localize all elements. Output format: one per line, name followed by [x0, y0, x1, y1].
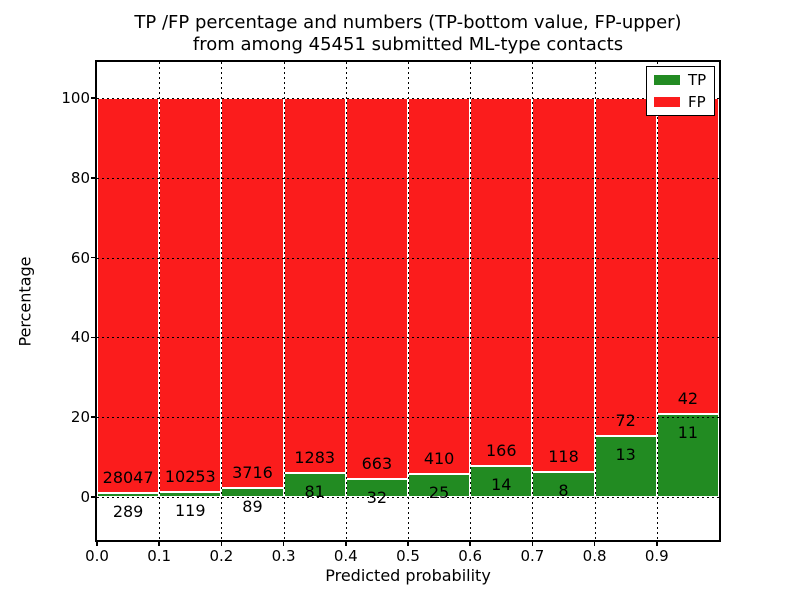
- y-tick-mark-100: [91, 97, 95, 99]
- fp-count-label-6: 166: [486, 440, 517, 460]
- bar-segment-fp-6: [470, 98, 533, 466]
- bar-segment-fp-9: [656, 98, 719, 415]
- x-tick-label-0.7: 0.7: [520, 547, 545, 565]
- bar-segment-tp-7: [532, 471, 595, 497]
- bar-segment-fp-8: [594, 98, 657, 436]
- x-tick-label-0.9: 0.9: [644, 547, 669, 565]
- tp-count-label-9: 11: [677, 423, 699, 443]
- x-tick-label-0.3: 0.3: [271, 547, 296, 565]
- chart-title: TP /FP percentage and numbers (TP-bottom…: [95, 12, 721, 56]
- gridline-v-3: [283, 62, 285, 540]
- fp-count-label-1: 10253: [164, 467, 216, 487]
- tp-count-label-1: 119: [175, 501, 206, 521]
- bar-segment-fp-7: [532, 98, 595, 472]
- bar-segment-tp-2: [221, 487, 284, 497]
- gridline-v-7: [532, 62, 534, 540]
- legend-label-fp: FP: [688, 93, 706, 111]
- bar-segment-fp-3: [283, 98, 346, 474]
- legend-swatch-tp: [654, 75, 680, 85]
- tp-count-label-3: 81: [304, 482, 325, 502]
- x-tick-label-0.2: 0.2: [209, 547, 234, 565]
- x-tick-mark-0.7: [531, 542, 534, 546]
- gridline-v-9: [656, 62, 658, 540]
- x-axis-label: Predicted probability: [325, 566, 491, 585]
- y-tick-label-80: 80: [70, 168, 90, 187]
- tp-count-label-8: 13: [615, 444, 636, 464]
- x-tick-mark-0.0: [96, 542, 98, 546]
- x-tick-label-0.4: 0.4: [333, 547, 358, 565]
- gridline-v-4: [345, 62, 347, 540]
- bar-segment-tp-0: [97, 492, 160, 497]
- fp-count-label-9: 42: [677, 389, 699, 409]
- y-tick-mark-0: [91, 496, 95, 498]
- x-tick-mark-0.1: [158, 542, 160, 546]
- plot-area: 28047 289 10253 119 3716 89 1283 81 663 32 410 25 16…: [95, 60, 721, 542]
- x-tick-label-0.1: 0.1: [147, 547, 172, 565]
- y-tick-mark-20: [91, 416, 95, 418]
- fp-count-label-5: 410: [423, 449, 455, 469]
- chart-title-line2: from among 45451 submitted ML-type conta…: [192, 34, 624, 55]
- x-tick-label-0.0: 0.0: [85, 547, 109, 565]
- x-tick-mark-0.5: [407, 542, 409, 546]
- y-tick-label-0: 0: [80, 488, 90, 506]
- bar-segment-tp-6: [470, 465, 533, 497]
- x-tick-label-0.5: 0.5: [396, 547, 420, 565]
- x-tick-mark-0.8: [593, 542, 596, 546]
- legend-swatch-fp: [654, 97, 680, 107]
- x-tick-mark-0.4: [345, 542, 347, 546]
- y-tick-mark-40: [91, 336, 95, 339]
- fp-count-label-8: 72: [615, 410, 636, 430]
- fp-count-label-2: 3716: [232, 462, 273, 482]
- y-axis-label: Percentage: [8, 62, 42, 540]
- bar-segment-tp-8: [594, 435, 657, 497]
- bar-segment-fp-5: [408, 98, 471, 475]
- y-axis-label-text: Percentage: [15, 255, 35, 347]
- fp-count-label-0: 28047: [102, 467, 154, 487]
- gridline-v-5: [408, 62, 409, 540]
- x-tick-label-0.6: 0.6: [458, 547, 483, 565]
- tp-count-label-7: 8: [558, 480, 569, 500]
- bar-segment-fp-0: [97, 98, 160, 493]
- gridline-v-8: [594, 62, 596, 540]
- x-tick-mark-0.2: [220, 542, 223, 546]
- x-tick-mark-0.6: [469, 542, 471, 546]
- legend-item-fp: FP: [654, 93, 707, 111]
- bar-segment-tp-9: [656, 414, 719, 497]
- tp-count-label-4: 32: [366, 487, 388, 507]
- y-tick-label-100: 100: [61, 89, 90, 107]
- bar-segment-fp-4: [345, 98, 408, 479]
- legend-item-tp: TP: [654, 71, 707, 89]
- gridline-v-2: [221, 62, 223, 540]
- gridline-v-1: [159, 62, 161, 540]
- y-tick-label-20: 20: [70, 408, 90, 427]
- y-tick-label-60: 60: [70, 248, 90, 267]
- legend: TP FP: [646, 66, 715, 116]
- chart-title-line1: TP /FP percentage and numbers (TP-bottom…: [134, 12, 682, 33]
- gridline-v-6: [470, 62, 472, 540]
- bar-segment-fp-2: [221, 98, 284, 488]
- fp-count-label-4: 663: [361, 453, 393, 473]
- tp-count-label-6: 14: [491, 474, 512, 494]
- x-tick-label-0.8: 0.8: [582, 547, 607, 565]
- y-tick-mark-60: [91, 256, 95, 259]
- tp-count-label-5: 25: [428, 483, 450, 503]
- y-tick-label-40: 40: [70, 328, 90, 347]
- fp-count-label-3: 1283: [294, 448, 336, 468]
- legend-label-tp: TP: [688, 71, 707, 89]
- x-tick-mark-0.3: [282, 542, 285, 546]
- tp-count-label-0: 289: [112, 501, 144, 521]
- tp-count-label-2: 89: [242, 496, 263, 516]
- x-tick-mark-0.9: [656, 542, 658, 546]
- fp-count-label-7: 118: [548, 446, 579, 466]
- bar-segment-fp-1: [159, 98, 222, 493]
- y-tick-mark-80: [91, 177, 95, 179]
